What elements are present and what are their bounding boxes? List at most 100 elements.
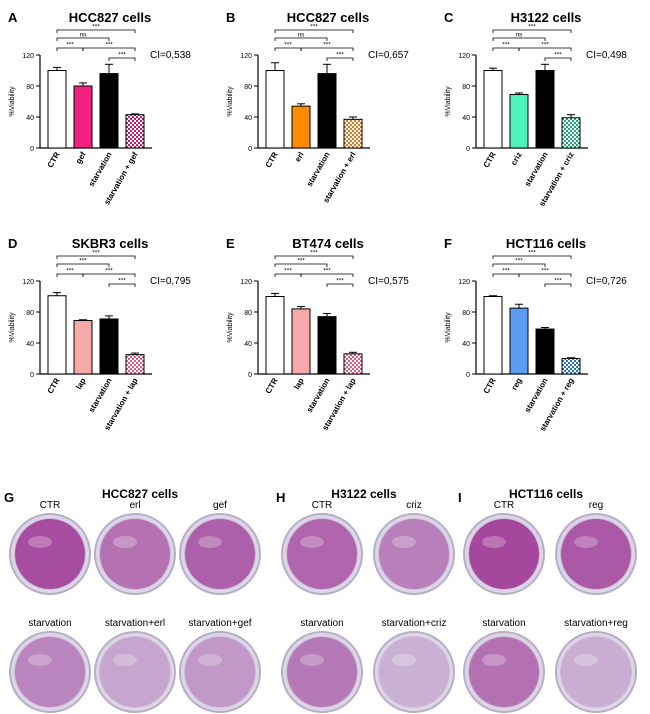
significance-bracket bbox=[544, 57, 572, 61]
category-label: erl bbox=[293, 151, 306, 164]
ci-label: CI=0,726 bbox=[586, 276, 627, 287]
dish-highlight bbox=[198, 536, 222, 548]
y-tick-label: 40 bbox=[462, 115, 470, 122]
photo-title: HCT116 cells bbox=[509, 487, 583, 501]
significance-bracket bbox=[274, 255, 354, 259]
bar-0 bbox=[483, 70, 503, 149]
bar-1 bbox=[291, 105, 311, 149]
dish-highlight bbox=[28, 654, 52, 666]
photo-title: H3122 cells bbox=[331, 487, 397, 501]
ci-label: CI=0,538 bbox=[150, 50, 191, 61]
significance-label: *** bbox=[79, 258, 87, 265]
panel-letter: G bbox=[4, 490, 14, 505]
significance-label: *** bbox=[118, 52, 126, 59]
significance-label: *** bbox=[336, 278, 344, 285]
significance-label: *** bbox=[528, 250, 536, 257]
significance-label: *** bbox=[541, 42, 549, 49]
dish-label: starvation bbox=[300, 618, 343, 629]
bar-1 bbox=[509, 94, 529, 149]
chart-title: HCC827 cells bbox=[69, 10, 151, 25]
dish-stain bbox=[287, 519, 357, 589]
category-label: starvation bbox=[87, 150, 114, 188]
panel-letter: B bbox=[226, 10, 235, 25]
bar-1 bbox=[73, 85, 93, 149]
bar-2 bbox=[99, 318, 119, 375]
ci-label: CI=0,657 bbox=[368, 50, 409, 61]
dish-inner bbox=[99, 636, 171, 708]
y-axis-label: %Viability bbox=[227, 312, 234, 343]
y-tick-label: 0 bbox=[466, 146, 470, 153]
significance-label: *** bbox=[66, 268, 74, 275]
dish-stain bbox=[379, 637, 449, 707]
dish-stain bbox=[15, 519, 85, 589]
y-tick-label: 80 bbox=[26, 84, 34, 91]
bar-3 bbox=[343, 353, 363, 375]
dish-label: CTR bbox=[312, 500, 333, 511]
dish-highlight bbox=[28, 536, 52, 548]
y-axis-label: %Viability bbox=[445, 86, 452, 117]
bar-3 bbox=[561, 358, 581, 375]
dish-stain bbox=[561, 519, 631, 589]
bar-0 bbox=[265, 70, 285, 149]
dish-stain bbox=[469, 637, 539, 707]
dish-highlight bbox=[113, 536, 137, 548]
significance-bracket bbox=[82, 273, 136, 277]
chart-panel-b: B HCC827 cells 0 40 80 120 %Viability CTR erl sta… bbox=[226, 10, 409, 204]
significance-label: *** bbox=[554, 52, 562, 59]
bar-2 bbox=[535, 328, 555, 375]
chart-title: HCT116 cells bbox=[506, 236, 586, 251]
dish-stain bbox=[15, 637, 85, 707]
significance-bracket bbox=[492, 255, 572, 259]
photo-panel-g: G HCC827 cells CTR erl gef starvation starvati… bbox=[4, 487, 261, 713]
significance-label: *** bbox=[118, 278, 126, 285]
dish-stain bbox=[185, 637, 255, 707]
dish-highlight bbox=[198, 654, 222, 666]
dish-stain bbox=[287, 637, 357, 707]
chart-panel-a: A HCC827 cells 0 40 80 120 %Viability CTR gef sta… bbox=[8, 10, 191, 206]
y-tick-label: 120 bbox=[22, 53, 34, 60]
y-tick-label: 120 bbox=[22, 279, 34, 286]
dish-label: gef bbox=[213, 500, 227, 511]
ci-label: CI=0,795 bbox=[150, 276, 191, 287]
dish-label: starvation+criz bbox=[382, 618, 447, 629]
photo-title: HCC827 cells bbox=[102, 487, 178, 501]
significance-label: *** bbox=[336, 52, 344, 59]
chart-title: SKBR3 cells bbox=[72, 236, 149, 251]
category-label: CTR bbox=[46, 376, 62, 395]
significance-bracket bbox=[82, 47, 136, 51]
category-label: reg bbox=[510, 376, 524, 391]
dish-label: starvation+erl bbox=[105, 618, 165, 629]
significance-label: *** bbox=[541, 268, 549, 275]
significance-bracket bbox=[300, 273, 354, 277]
dish-inner bbox=[184, 636, 256, 708]
significance-label: *** bbox=[554, 278, 562, 285]
dish-label: starvation+gef bbox=[188, 618, 251, 629]
panel-letter: H bbox=[276, 490, 285, 505]
bar-1 bbox=[291, 308, 311, 375]
dish-highlight bbox=[300, 654, 324, 666]
y-tick-label: 120 bbox=[240, 279, 252, 286]
category-label: starvation bbox=[305, 150, 332, 188]
dish-highlight bbox=[482, 654, 506, 666]
category-label: lap bbox=[74, 376, 88, 391]
significance-label: *** bbox=[323, 268, 331, 275]
dish-stain bbox=[100, 637, 170, 707]
bar-2 bbox=[535, 70, 555, 149]
dish-stain bbox=[561, 637, 631, 707]
dish-label: starvation+reg bbox=[564, 618, 628, 629]
bar-0 bbox=[483, 296, 503, 375]
bar-3 bbox=[125, 354, 145, 375]
significance-label: ns bbox=[516, 32, 524, 39]
significance-label: *** bbox=[310, 24, 318, 31]
category-label: starvation bbox=[305, 376, 332, 414]
ci-label: CI=0,575 bbox=[368, 276, 409, 287]
category-label: starvation bbox=[523, 150, 550, 188]
significance-label: *** bbox=[297, 258, 305, 265]
dish-highlight bbox=[574, 536, 598, 548]
significance-label: *** bbox=[310, 250, 318, 257]
y-tick-label: 80 bbox=[244, 310, 252, 317]
dish-label: erl bbox=[129, 500, 140, 511]
y-tick-label: 40 bbox=[26, 115, 34, 122]
significance-label: *** bbox=[105, 42, 113, 49]
